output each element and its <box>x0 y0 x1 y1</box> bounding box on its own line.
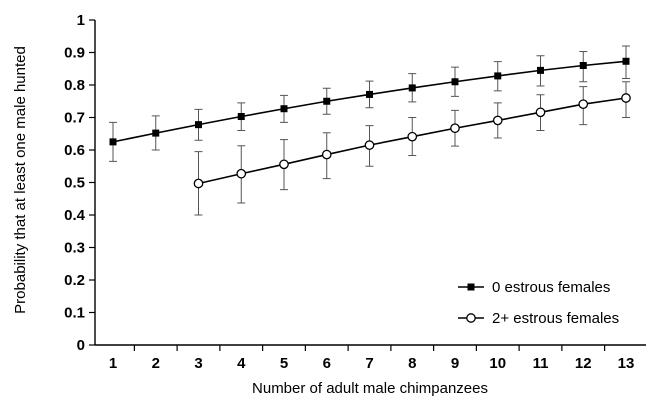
data-point-square <box>622 57 630 65</box>
x-tick-label: 4 <box>237 355 246 372</box>
legend-label: 2+ estrous females <box>492 310 619 327</box>
data-point-square <box>451 78 459 86</box>
axes <box>94 20 646 346</box>
x-tick-label: 3 <box>194 355 202 372</box>
data-point-square <box>579 62 587 69</box>
legend-label: 0 estrous females <box>492 279 610 296</box>
x-tick-label: 13 <box>618 355 635 372</box>
data-point-square <box>109 138 117 146</box>
y-tick-label: 0.7 <box>64 110 85 127</box>
y-tick-label: 0.3 <box>64 240 85 257</box>
x-tick-label: 9 <box>451 355 459 372</box>
x-tick-label: 10 <box>489 355 506 372</box>
legend: 0 estrous females 2+ estrous females <box>458 279 619 327</box>
data-point-circle <box>450 123 460 134</box>
data-point-square <box>323 97 331 105</box>
x-tick-label: 5 <box>280 355 288 372</box>
data-point-circle <box>621 93 631 103</box>
data-point-circle <box>321 149 332 160</box>
y-tick-label: 0.4 <box>64 207 86 224</box>
y-tick-label: 0.9 <box>64 45 85 62</box>
legend-item-1: 0 estrous females <box>458 279 610 296</box>
data-point-circle <box>578 99 589 110</box>
x-tick-label: 2 <box>152 355 160 372</box>
y-tick-label: 0.5 <box>64 175 85 192</box>
x-tick-label: 7 <box>365 355 373 372</box>
x-tick-label: 8 <box>408 355 416 372</box>
series-2 <box>193 81 631 216</box>
data-point-circle <box>535 107 546 118</box>
data-point-square <box>152 129 160 137</box>
data-point-square <box>537 66 544 74</box>
data-point-circle <box>492 115 503 126</box>
legend-marker-circle <box>466 313 476 323</box>
data-point-square <box>408 84 416 92</box>
series-layer <box>109 45 631 216</box>
y-tick-label: 1 <box>77 12 85 29</box>
data-point-square <box>237 113 245 121</box>
data-point-circle <box>407 131 418 142</box>
data-point-circle <box>364 140 375 150</box>
data-point-square <box>494 72 502 80</box>
y-tick-label: 0.6 <box>64 142 85 159</box>
data-point-square <box>280 105 288 113</box>
series-1 <box>109 45 630 162</box>
y-axis-ticks: 0 0.1 0.2 0.3 0.4 0.5 0.6 0.7 0.8 0.9 1 <box>64 12 95 354</box>
x-axis-ticks: 1 2 3 4 5 6 7 8 9 10 11 12 13 <box>109 345 635 372</box>
y-tick-label: 0.2 <box>64 272 85 289</box>
x-tick-label: 1 <box>109 355 117 372</box>
x-tick-label: 11 <box>533 355 549 372</box>
data-point-circle <box>193 178 204 189</box>
x-tick-label: 12 <box>575 355 592 372</box>
y-tick-label: 0.8 <box>64 77 85 94</box>
y-tick-label: 0.1 <box>64 305 85 322</box>
data-point-square <box>366 90 373 98</box>
x-tick-label: 6 <box>323 355 331 372</box>
legend-item-2: 2+ estrous females <box>458 310 619 327</box>
x-axis-title: Number of adult male chimpanzees <box>252 380 488 397</box>
data-point-square <box>195 121 202 129</box>
legend-marker-square <box>467 283 475 291</box>
data-point-circle <box>279 159 289 170</box>
data-point-circle <box>236 168 247 179</box>
y-tick-label: 0 <box>77 337 85 354</box>
y-axis-title: Probability that at least one male hunte… <box>12 46 29 314</box>
